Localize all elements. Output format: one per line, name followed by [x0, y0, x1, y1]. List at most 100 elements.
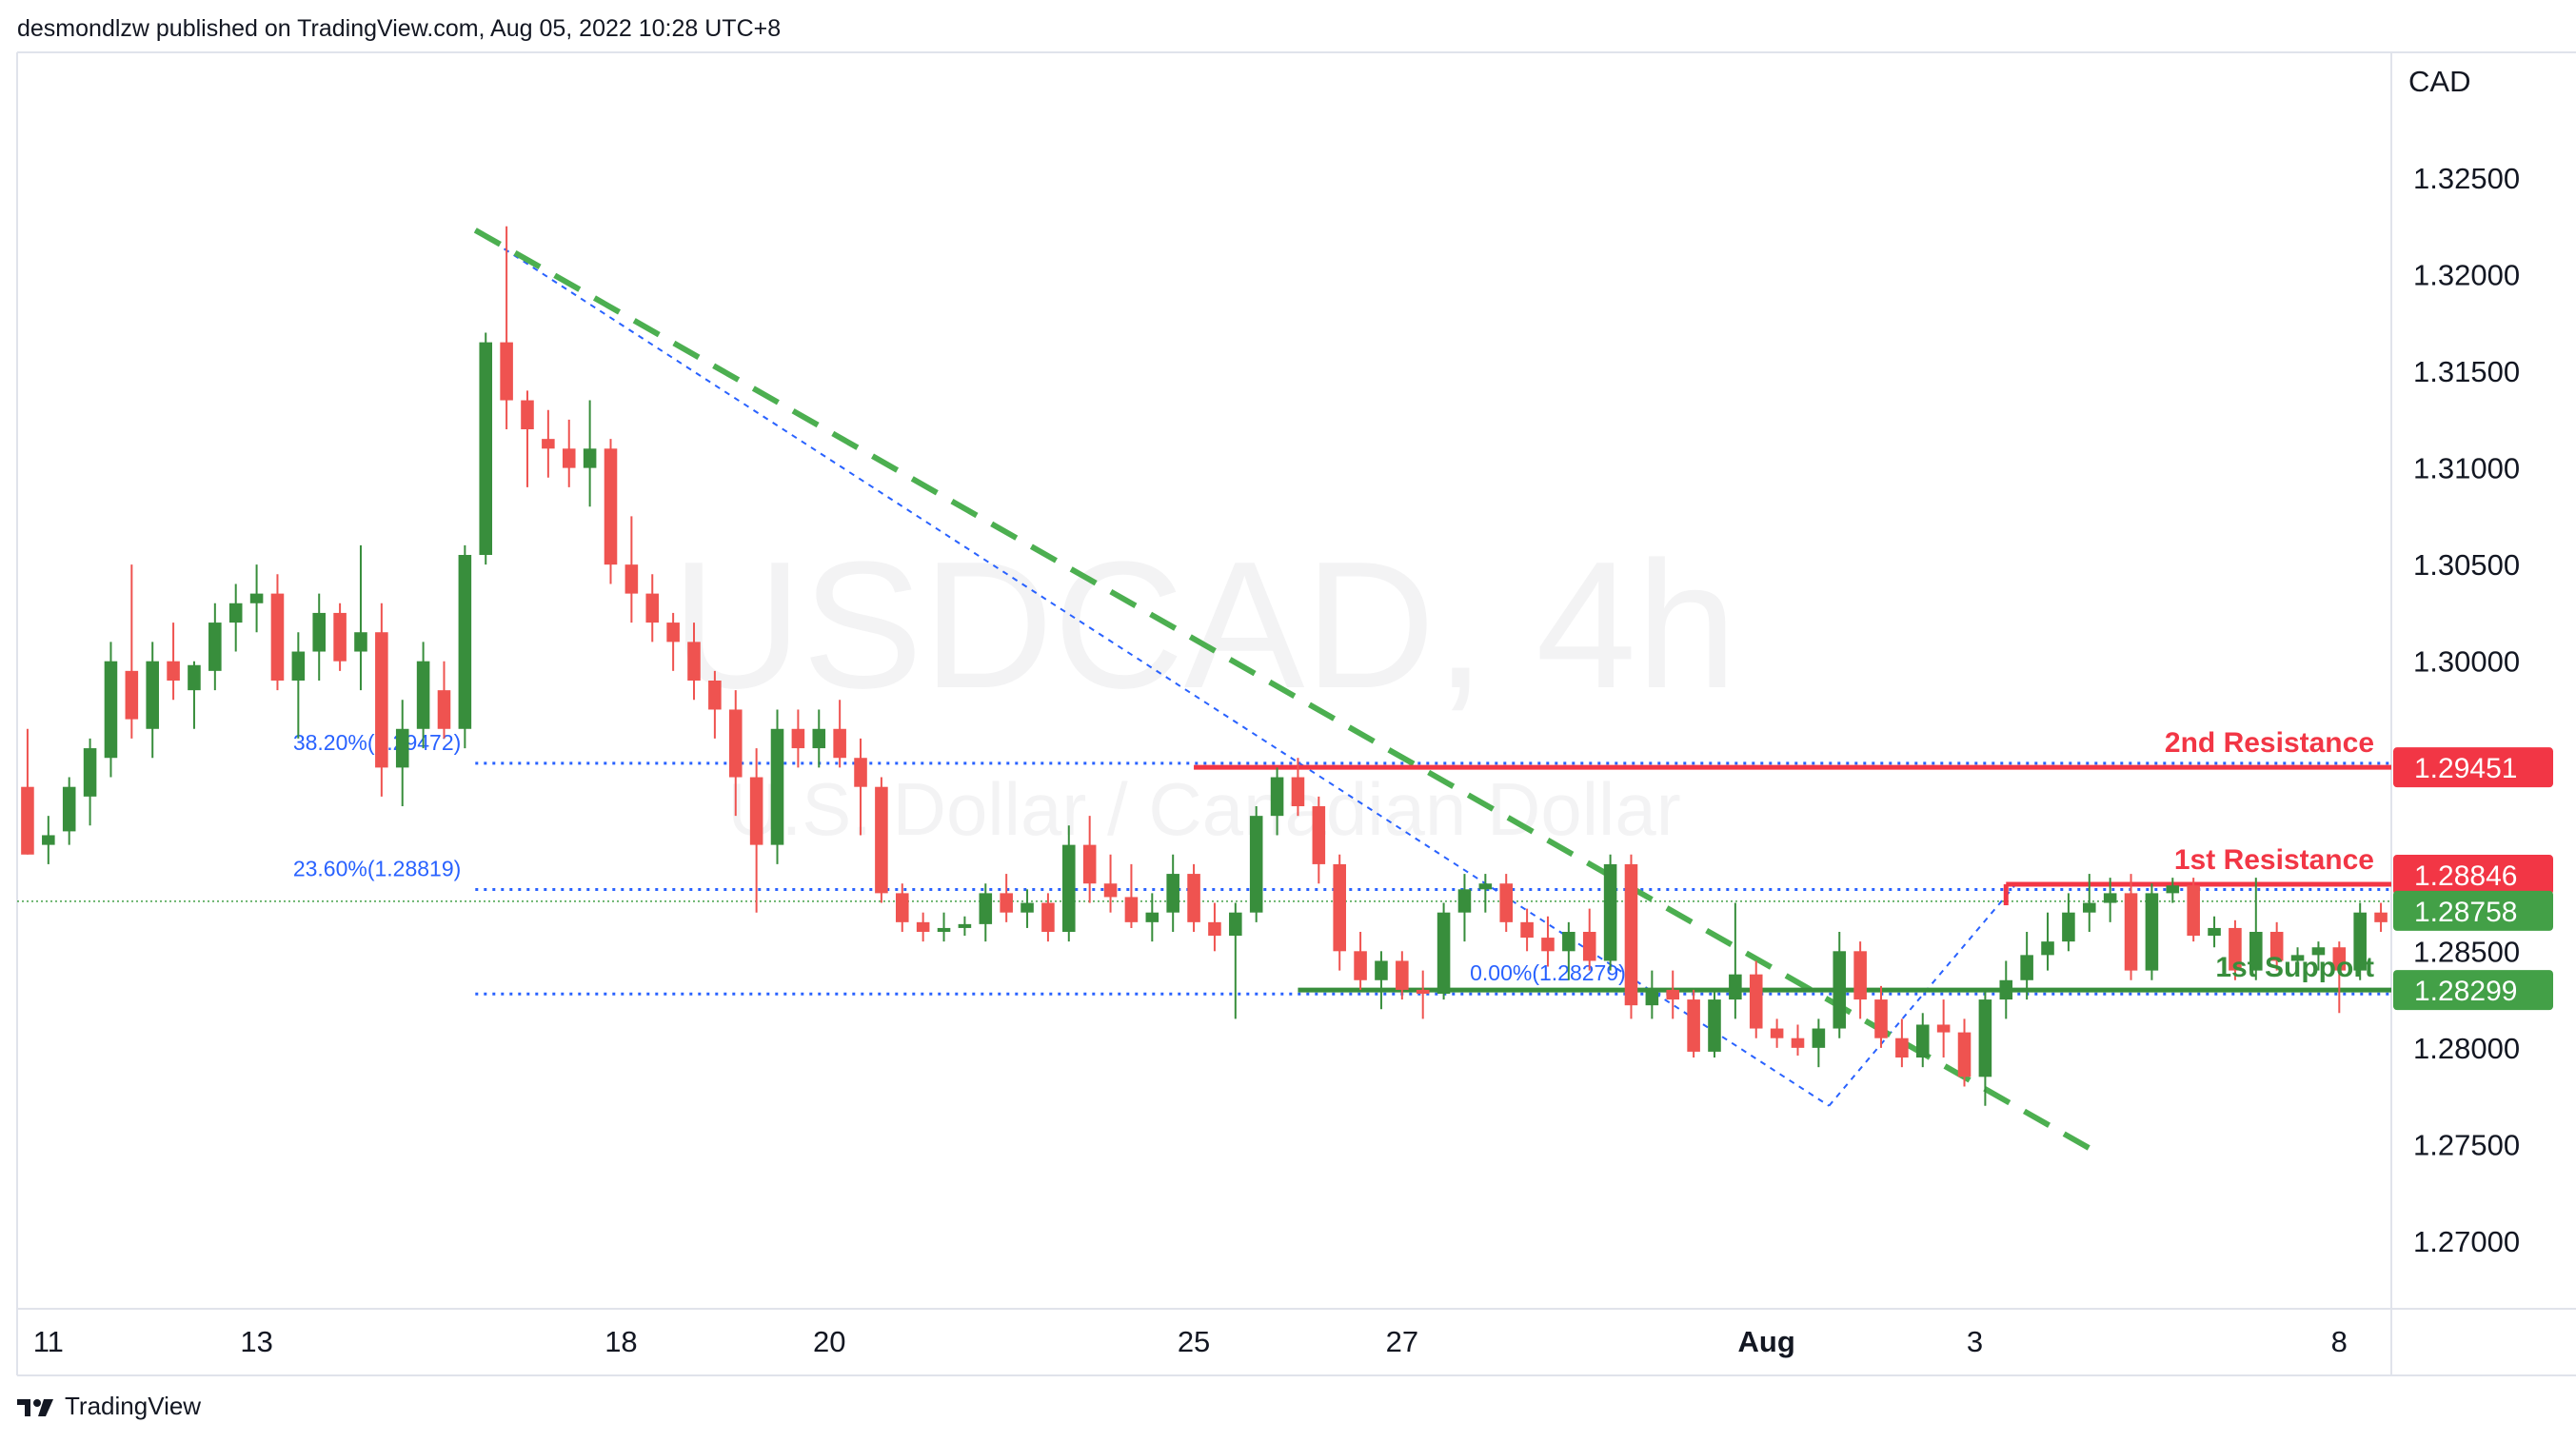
- candle-body: [104, 661, 118, 759]
- candle: [1645, 970, 1659, 1019]
- candle-body: [1874, 999, 1888, 1038]
- candle: [1020, 889, 1034, 928]
- candle-body: [291, 651, 306, 681]
- candle: [1729, 902, 1742, 1019]
- candle: [1457, 874, 1472, 942]
- time-axis[interactable]: 11 13 18 20 25 27 Aug 3 8: [33, 1325, 2348, 1358]
- candle: [604, 439, 618, 584]
- candle-body: [1978, 999, 1992, 1077]
- candle: [333, 603, 347, 671]
- candle-body: [333, 612, 347, 662]
- candle-body: [916, 921, 930, 932]
- candle: [645, 574, 660, 642]
- candle-body: [2082, 902, 2096, 913]
- candle: [1333, 854, 1346, 971]
- candle: [1915, 1013, 1930, 1068]
- candle-body: [1333, 863, 1346, 952]
- symbol-watermark: USDCAD, 4h U.S. Dollar / Canadian Dollar: [671, 524, 1736, 851]
- candle: [1291, 758, 1305, 817]
- candle: [62, 777, 76, 845]
- candle: [1499, 874, 1514, 932]
- candle: [916, 912, 930, 942]
- publisher-header: desmondlzw published on TradingView.com,…: [17, 15, 782, 42]
- candle-body: [1457, 889, 1472, 913]
- candle-body: [500, 342, 513, 401]
- candle-body: [1541, 938, 1555, 952]
- candle: [167, 623, 180, 701]
- candle-body: [2249, 932, 2263, 971]
- candle-body: [2062, 912, 2075, 942]
- candle: [1208, 902, 1221, 952]
- candle-body: [2124, 893, 2138, 971]
- candle-body: [167, 661, 180, 681]
- candle-body: [708, 681, 722, 710]
- fib-level-label-1: 23.60%(1.28819): [293, 857, 461, 881]
- candle: [1666, 970, 1680, 1019]
- candle: [1874, 985, 1888, 1048]
- fib-right-line: [1828, 882, 2017, 1107]
- price-badge-bg: [2393, 855, 2553, 896]
- candle-body: [2208, 927, 2221, 937]
- candle: [270, 574, 285, 691]
- candle: [1124, 863, 1139, 928]
- candle: [437, 661, 451, 739]
- candle-body: [1229, 912, 1242, 937]
- candle-body: [645, 593, 660, 623]
- candle-body: [937, 927, 951, 932]
- candle: [1770, 1018, 1784, 1048]
- candle-body: [1853, 951, 1867, 1000]
- candle-body: [1687, 999, 1700, 1052]
- candle: [2145, 883, 2159, 980]
- candle: [624, 516, 639, 623]
- candle-body: [2269, 932, 2284, 961]
- candle-body: [791, 728, 805, 749]
- price-tick-label: 1.32000: [2413, 259, 2520, 292]
- candle-body: [1000, 893, 1013, 913]
- price-axis[interactable]: 1.32500 1.32000 1.31500 1.31000 1.30500 1.300…: [2413, 162, 2520, 1258]
- candle-body: [62, 786, 76, 832]
- candle-body: [979, 893, 993, 924]
- candle-body: [1396, 960, 1409, 990]
- resistance-1-label: 1st Resistance: [2174, 844, 2374, 876]
- price-tick-label: 1.27500: [2413, 1128, 2520, 1161]
- candle: [2020, 932, 2033, 1000]
- candle: [354, 544, 367, 691]
- candle: [728, 690, 743, 817]
- candle-body: [854, 758, 867, 787]
- candle-body: [2041, 941, 2054, 956]
- price-badge-bg: [2393, 747, 2553, 788]
- candle: [2082, 874, 2096, 932]
- candle-body: [2145, 893, 2159, 971]
- candle-body: [666, 623, 680, 642]
- price-badge: 1.29451: [2393, 747, 2553, 788]
- candle-body: [83, 748, 97, 797]
- candle: [958, 916, 972, 937]
- price-badge-bg: [2393, 890, 2553, 931]
- candle: [2229, 919, 2242, 980]
- candle: [2166, 878, 2180, 903]
- candle: [2249, 878, 2263, 980]
- candle: [1145, 893, 1159, 942]
- candle: [1103, 854, 1118, 913]
- resistance-2-label: 2nd Resistance: [2165, 727, 2374, 759]
- candle-body: [188, 664, 201, 691]
- candle: [188, 661, 201, 729]
- candle: [1375, 951, 1388, 1010]
- candle: [2124, 874, 2138, 980]
- candle-body: [1416, 989, 1430, 994]
- candle: [1520, 908, 1534, 952]
- candle-body: [458, 555, 472, 729]
- candle-body: [2290, 955, 2305, 961]
- price-tick-label: 1.30500: [2413, 548, 2520, 582]
- candle: [1708, 989, 1721, 1058]
- candle-body: [1770, 1028, 1784, 1038]
- candle-body: [1124, 897, 1139, 922]
- candle: [1999, 960, 2013, 1019]
- candle-body: [895, 893, 909, 922]
- trendline-group[interactable]: [473, 227, 2102, 1157]
- candle: [312, 593, 327, 681]
- candle: [521, 390, 534, 487]
- candle-body: [583, 448, 597, 468]
- candle-body: [1103, 883, 1118, 898]
